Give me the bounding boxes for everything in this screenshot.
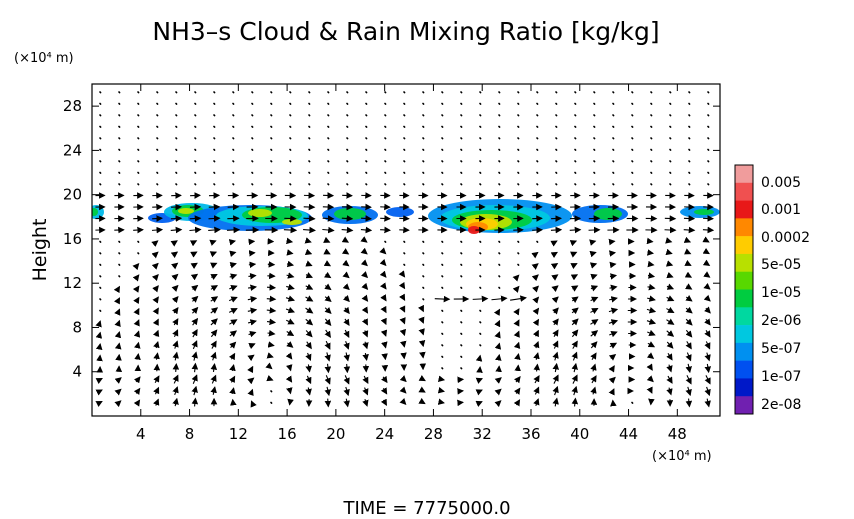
x-axis-unit: (×10⁴ m) [652, 449, 712, 464]
x-tick-label: 8 [185, 425, 195, 443]
colorbar-swatch [735, 378, 753, 397]
colorbar-label: 2e-08 [761, 397, 801, 413]
colorbar-swatch [735, 396, 753, 415]
x-tick-label: 44 [619, 425, 638, 443]
colorbar-frame [734, 164, 754, 415]
colorbar-label: 1e-05 [761, 285, 801, 301]
colorbar-swatch [735, 236, 753, 255]
y-tick-label: 24 [63, 141, 82, 159]
x-tick-label: 16 [278, 425, 297, 443]
x-tick-label: 32 [473, 425, 492, 443]
colorbar-swatch [735, 289, 753, 308]
plot-frame [91, 83, 721, 417]
y-tick-label: 16 [63, 230, 82, 248]
y-tick-label: 4 [72, 363, 82, 381]
colorbar-swatch [735, 182, 753, 201]
x-tick-label: 12 [229, 425, 248, 443]
colorbar-label: 2e-06 [761, 313, 801, 329]
colorbar-label: 5e-07 [761, 341, 801, 357]
mixing-ratio-field [92, 199, 720, 234]
colorbar-swatch [735, 307, 753, 326]
colorbar-swatch [735, 165, 753, 184]
time-label: TIME = 7775000.0 [342, 498, 510, 519]
colorbar-swatch [735, 360, 753, 379]
colorbar-label: 1e-07 [761, 369, 801, 385]
y-axis-unit: (×10⁴ m) [14, 51, 74, 66]
colorbar-swatch [735, 342, 753, 361]
colorbar-swatch [735, 271, 753, 290]
chart-title: NH3–s Cloud & Rain Mixing Ratio [kg/kg] [152, 17, 659, 46]
colorbar-swatch [735, 325, 753, 344]
x-tick-label: 24 [375, 425, 394, 443]
colorbar-label: 5e-05 [761, 257, 801, 273]
x-tick-label: 20 [326, 425, 345, 443]
y-tick-label: 28 [63, 97, 82, 115]
x-tick-label: 28 [424, 425, 443, 443]
colorbar-swatch [735, 218, 753, 237]
colorbar-label: 0.001 [761, 202, 801, 218]
y-tick-label: 20 [63, 186, 82, 204]
colorbar-swatch [735, 253, 753, 273]
x-tick-label: 40 [570, 425, 589, 443]
colorbar-label: 0.0002 [761, 230, 810, 246]
y-tick-label: 12 [63, 274, 82, 292]
colorbar-label: 0.005 [761, 175, 801, 191]
colorbar-swatch [735, 200, 753, 219]
y-axis: 4 8 12 16 20 24 28 [63, 97, 720, 381]
x-tick-label: 36 [521, 425, 540, 443]
x-tick-label: 4 [136, 425, 146, 443]
colorbar: 0.005 0.001 0.0002 5e-05 1e-05 2e-06 5e-07 1e-0… [734, 164, 810, 415]
y-tick-label: 8 [72, 318, 82, 336]
wind-vector-field [95, 91, 715, 408]
x-axis: 4 8 12 16 20 24 28 32 36 40 44 48 [136, 84, 687, 443]
x-tick-label: 48 [668, 425, 687, 443]
y-axis-label: Height [29, 219, 51, 282]
